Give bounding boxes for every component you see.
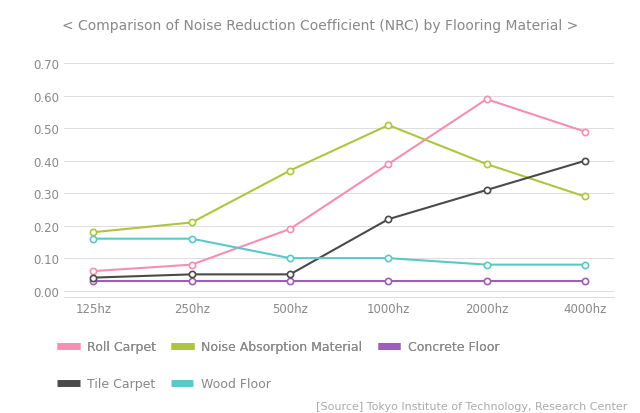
Legend: Roll Carpet, Noise Absorption Material, Concrete Floor: Roll Carpet, Noise Absorption Material, … [58,340,499,353]
Legend: Tile Carpet, Wood Floor: Tile Carpet, Wood Floor [58,377,271,390]
Text: [Source] Tokyo Institute of Technology, Research Center: [Source] Tokyo Institute of Technology, … [316,401,627,411]
Text: < Comparison of Noise Reduction Coefficient (NRC) by Flooring Material >: < Comparison of Noise Reduction Coeffici… [62,19,578,33]
